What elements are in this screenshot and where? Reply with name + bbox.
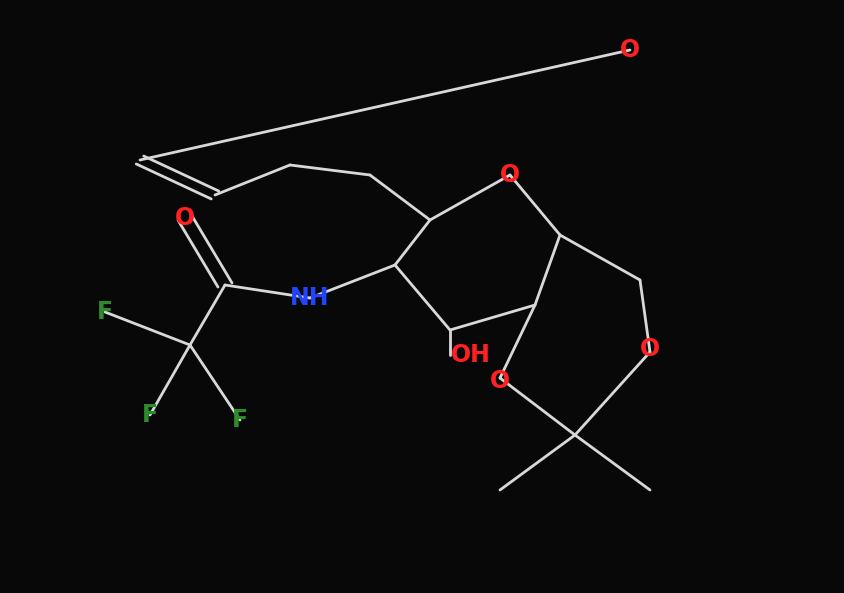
Text: F: F [97, 300, 113, 324]
Text: OH: OH [451, 343, 490, 367]
Text: O: O [175, 206, 195, 230]
Text: F: F [231, 408, 248, 432]
Text: O: O [500, 163, 519, 187]
Text: O: O [619, 38, 639, 62]
Text: O: O [490, 369, 510, 393]
Text: O: O [639, 337, 659, 361]
Text: NH: NH [289, 286, 329, 310]
Text: F: F [142, 403, 158, 427]
